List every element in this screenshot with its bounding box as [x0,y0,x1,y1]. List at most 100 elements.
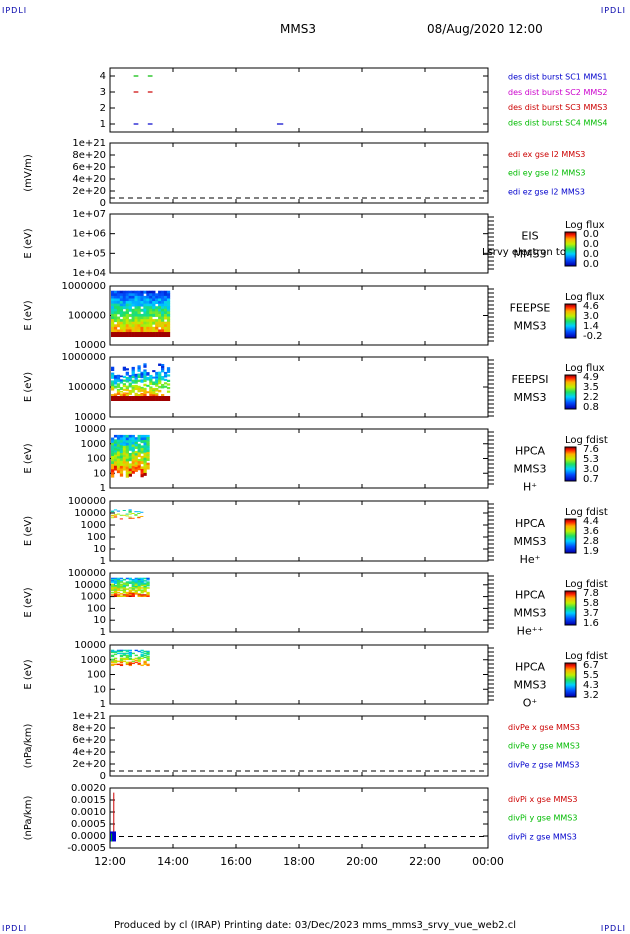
hpca_h-spectrogram-cell [146,437,150,440]
feepsi-spectrogram-band [131,396,135,401]
feepse-spectrogram-cell [122,301,127,305]
hpca_o-spectrogram-cell [146,659,150,662]
hpca_hepp-spectrogram-cell [116,583,121,586]
eis-colorbar-tick: 0.0 [583,239,599,250]
hpca_he-colorbar-cell [565,525,576,527]
divpi-ylabel: (nPa/km) [23,796,34,841]
feepsi-spectrogram-cell [131,379,135,382]
hpca_h-spectrogram-cell [116,446,121,450]
hpca_o-spectrogram-cell [113,660,118,663]
hpca_hepp-spectrogram-cell [134,593,138,595]
feepse-spectrogram-cell [166,293,171,297]
feepse-spectrogram-cell [158,321,162,325]
feepse-spectrogram-cell [158,324,162,328]
feepse-spectrogram-cell [143,306,147,310]
hpca_o-spectrogram-cell [113,651,118,654]
feepse-spectrogram-cell [163,311,168,315]
hpca_o-spectrogram-cell [128,664,132,667]
feepse-spectrogram-cell [166,295,171,299]
burst-ytick-label: 1 [100,119,106,130]
feepsi-spectrogram-cell [131,375,135,379]
feepse-spectrogram-cell [155,313,159,317]
feepse-colorbar-cell [565,325,576,327]
feepse-spectrogram-cell [111,326,115,330]
hpca_h-colorbar-cell [565,465,576,467]
hpca_hepp-spectrogram-cell [143,585,147,588]
hpca_o-colorbar-cell [565,691,576,693]
hpca_h-spectrogram-cell [113,441,118,445]
hpca_o-spectrogram-cell [111,663,115,666]
edi-ylabel: (mV/m) [23,154,34,192]
hpca_o-spectrogram-cell [137,650,141,653]
divpe-ylabel: (nPa/km) [23,724,34,769]
hpca_h-colorbar-cell [565,475,576,477]
feepsi-spectrogram-cell [140,389,144,392]
hpca_hepp-spectrogram-cell [119,593,124,595]
feepsi-spectrogram-cell [116,384,121,387]
hpca_hepp-spectrogram-cell [125,594,130,596]
eis-colorbar-title: Log flux [565,220,605,231]
hpca_he-spectrogram-cell [128,517,132,519]
hpca_hepp-spectrogram-cell [128,587,132,589]
feepse-spectrogram-band [116,332,121,338]
hpca_hepp-spectrogram-cell [122,582,127,585]
feepse-spectrogram-cell [134,313,138,317]
hpca_hepp-spectrogram-cell [113,581,118,583]
hpca_h-spectrogram-cell [131,461,135,465]
feepsi-spectrogram-cell [125,371,129,374]
hpca_h-spectrogram-cell [122,461,127,464]
edi-ytick-label: 4e+20 [72,174,106,185]
hpca_h-instrument-label: MMS3 [514,462,547,475]
feepse-spectrogram-cell [152,290,156,294]
hpca_h-colorbar-cell [565,457,576,459]
hpca_h-spectrogram-cell [111,466,115,470]
feepse-colorbar-cell [565,323,576,325]
feepse-spectrogram-band [146,332,150,338]
feepse-spectrogram-cell [143,326,147,330]
feepsi-spectrogram-cell [122,366,127,369]
hpca_h-spectrogram-cell [137,454,141,458]
feepsi-spectrogram-cell [134,392,138,395]
feepsi-spectrogram-cell [143,365,147,368]
hpca_hepp-spectrogram-cell [131,589,135,592]
hpca_o-colorbar-cell [565,675,576,677]
feepse-spectrogram-cell [146,290,150,294]
hpca_o-spectrogram [111,649,150,667]
feepsi-spectrogram-cell [166,383,171,386]
hpca_hepp-spectrogram-cell [134,583,138,586]
feepsi-colorbar-cell [565,384,576,386]
hpca_h-spectrogram-cell [113,456,118,460]
feepse-colorbar-cell [565,305,576,307]
feepsi-colorbar-cell [565,398,576,400]
feepsi-spectrogram-cell [137,367,141,370]
hpca_he-colorbar-cell [565,539,576,541]
hpca_h-spectrogram-cell [119,471,124,475]
eis-colorbar-cell [565,258,576,260]
feepsi-spectrogram-cell [125,368,129,371]
feepse-spectrogram-cell [163,295,168,299]
hpca_he-colorbar-frame [564,518,577,554]
feepse-spectrogram-cell [163,324,168,328]
feepse-spectrogram-cell [146,311,150,315]
feepsi-spectrogram-cell [111,368,115,372]
hpca_hepp-colorbar-frame [564,590,577,626]
feepse-spectrogram-cell [161,313,165,317]
feepse-spectrogram-cell [155,311,159,315]
feepse-spectrogram-cell [149,293,153,297]
hpca_h-spectrogram-cell [128,453,132,456]
hpca_h-spectrogram-cell [128,458,132,462]
feepsi-spectrogram-cell [149,388,153,391]
feepse-instrument-label: MMS3 [514,319,547,332]
hpca_h-spectrogram-cell [146,462,150,466]
hpca_hepp-spectrogram-cell [146,591,150,594]
feepse-spectrogram-cell [122,319,127,323]
feepsi-spectrogram-cell [161,377,165,381]
hpca_h-spectrogram-cell [116,453,121,457]
edi-ytick-label: 6e+20 [72,162,106,173]
hpca_hepp-spectrogram-cell [113,587,118,589]
hpca_h-spectrogram-cell [119,465,124,469]
feepse-colorbar-cell [565,329,576,331]
feepse-spectrogram-cell [140,298,144,302]
hpca_hepp-spectrogram-cell [137,593,141,595]
hpca_h-colorbar-cell [565,461,576,463]
